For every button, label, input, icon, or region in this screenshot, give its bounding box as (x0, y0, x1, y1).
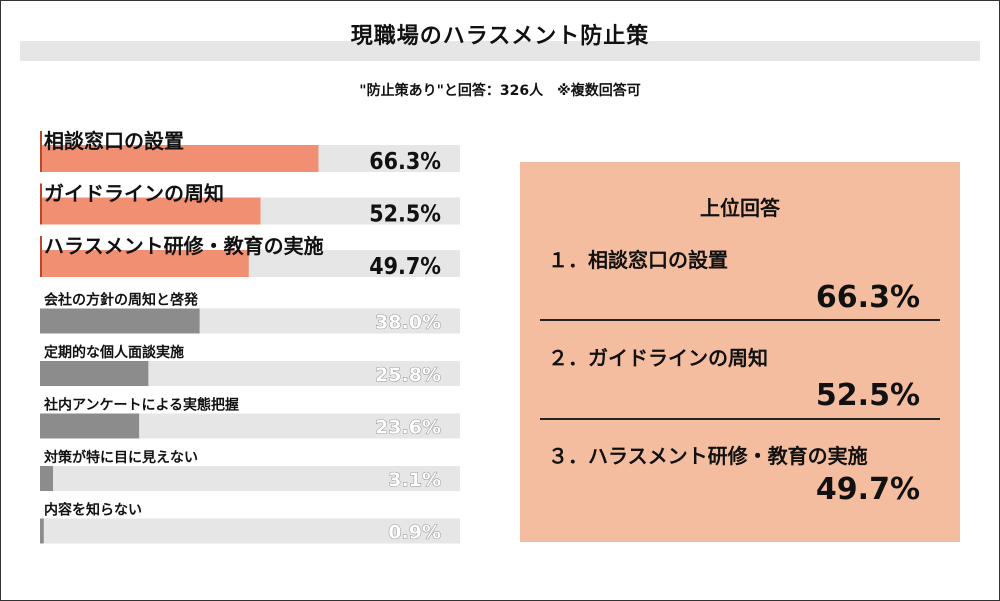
rank-divider-2 (540, 418, 940, 420)
bar-accent (40, 183, 42, 225)
top-answers-panel: 上位回答 １．相談窓口の設置 66.3% ２．ガイドラインの周知 52.5% ３… (520, 162, 960, 542)
rank-2-value: 52.5% (815, 378, 920, 413)
value-label: 52.5% (369, 202, 441, 228)
category-label: 内容を知らない (44, 502, 142, 519)
value-label: 0.9% (388, 522, 441, 544)
bar (40, 413, 140, 439)
bar (40, 308, 200, 334)
rank-divider-1 (540, 319, 940, 321)
value-label: 25.8% (375, 364, 441, 386)
rank-2-label: ２．ガイドラインの周知 (548, 346, 768, 370)
category-label: ガイドラインの周知 (44, 182, 224, 206)
title-band (20, 41, 980, 61)
value-label: 49.7% (369, 254, 441, 280)
category-label: ハラスメント研修・教育の実施 (44, 234, 324, 258)
category-label: 会社の方針の周知と啓発 (44, 292, 199, 309)
rank-3-value: 49.7% (815, 472, 920, 507)
bar (40, 361, 149, 386)
category-label: 社内アンケートによる実態把握 (43, 397, 239, 414)
rank-1-value: 66.3% (815, 280, 920, 315)
value-label: 66.3% (369, 149, 441, 175)
bar (40, 466, 54, 491)
rank-1-label: １．相談窓口の設置 (548, 248, 728, 272)
category-label: 対策が特に目に見えない (43, 449, 198, 466)
value-label: 23.6% (375, 417, 441, 439)
rank-3-label: ３．ハラスメント研修・教育の実施 (548, 444, 868, 468)
bar (40, 145, 319, 172)
bar-accent (40, 236, 42, 277)
bar (40, 197, 261, 225)
bar-accent (40, 131, 42, 172)
bar-track (40, 518, 460, 544)
value-label: 3.1% (388, 469, 441, 491)
panel-heading: 上位回答 (700, 196, 780, 220)
bar (40, 518, 44, 544)
category-label: 定期的な個人面談実施 (44, 344, 184, 361)
category-label: 相談窓口の設置 (44, 129, 184, 153)
value-label: 38.0% (375, 312, 441, 334)
chart-subtitle: "防止策あり"と回答：326人 ※複数回答可 (359, 83, 641, 99)
chart-title: 現職場のハラスメント防止策 (350, 24, 650, 49)
bar (40, 250, 249, 277)
bar-track (40, 466, 460, 491)
